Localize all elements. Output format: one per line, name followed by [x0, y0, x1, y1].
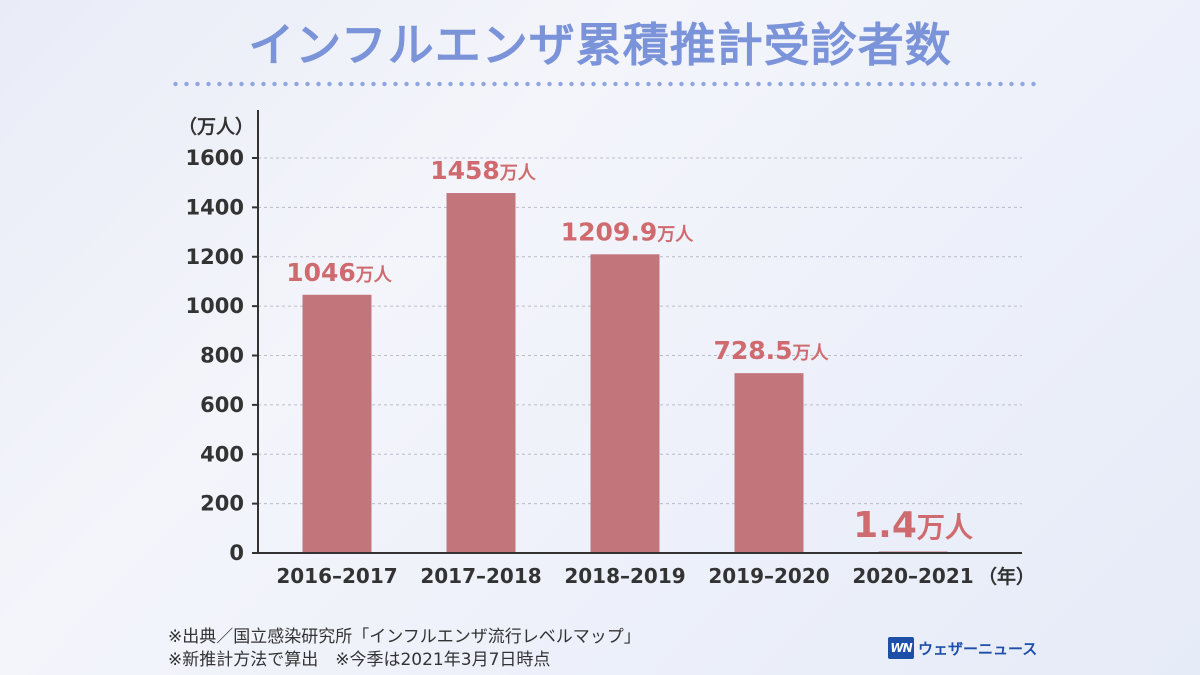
y-tick-label: 200 — [200, 492, 244, 516]
y-tick-label: 400 — [200, 442, 244, 466]
x-axis-label: （年） — [978, 565, 1035, 588]
y-tick-label: 1600 — [186, 146, 244, 170]
x-tick-label: 2017–2018 — [420, 564, 541, 588]
y-tick-label: 600 — [200, 393, 244, 417]
weathernews-logo[interactable]: WN ウェザーニュース — [888, 634, 1037, 662]
bar — [446, 193, 516, 553]
data-label: 728.5万人 — [713, 336, 829, 365]
data-label: 1209.9万人 — [561, 217, 694, 246]
dotted-divider — [170, 80, 1040, 88]
bars: 1046万人 1458万人 1209.9万人 728.5万人 1.4万人 — [286, 156, 973, 553]
weathernews-logo-text: ウェザーニュース — [918, 639, 1038, 658]
x-tick-label: 2018–2019 — [564, 564, 685, 588]
x-tick-label: 2016–2017 — [276, 564, 397, 588]
source-note: ※出典／国立感染研究所「インフルエンザ流行レベルマップ」 — [168, 627, 641, 647]
bar — [302, 294, 372, 553]
y-axis-label: （万人） — [178, 115, 254, 138]
data-label: 1046万人 — [286, 258, 393, 287]
data-label: 1458万人 — [430, 156, 537, 185]
y-tick-label: 1200 — [186, 245, 244, 269]
method-note: ※新推計方法で算出 ※今季は2021年3月7日時点 — [168, 650, 551, 670]
y-tick-label: 800 — [200, 344, 244, 368]
grid-lines — [258, 157, 1022, 505]
x-tick-label: 2020–2021 — [852, 564, 973, 588]
y-tick-label: 1000 — [186, 294, 244, 318]
chart-title: インフルエンザ累積推計受診者数 — [248, 18, 952, 72]
x-tick-label: 2019–2020 — [708, 564, 829, 588]
bar — [590, 254, 660, 553]
bar — [734, 373, 804, 553]
y-tick-label: 1400 — [186, 195, 244, 219]
axes: 0 200 400 600 800 1000 1200 1400 1600 2016–2017 20… — [186, 110, 1022, 588]
y-tick-label: 0 — [229, 541, 244, 565]
weathernews-logo-mark: WN — [888, 637, 914, 659]
data-label: 1.4万人 — [853, 505, 973, 546]
